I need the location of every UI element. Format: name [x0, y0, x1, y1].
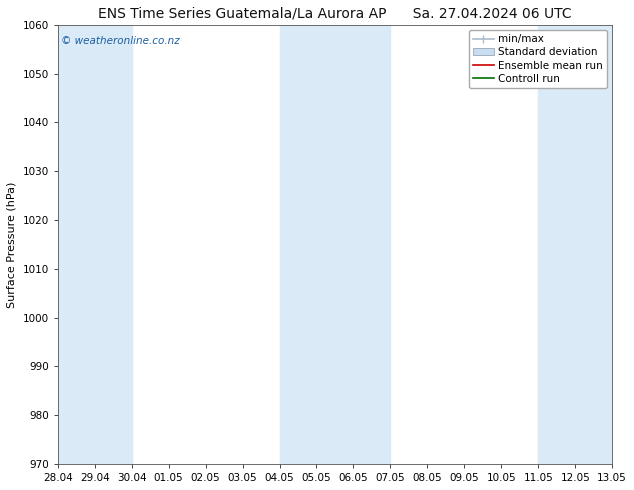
- Text: © weatheronline.co.nz: © weatheronline.co.nz: [61, 36, 179, 46]
- Bar: [280, 25, 391, 464]
- Title: ENS Time Series Guatemala/La Aurora AP      Sa. 27.04.2024 06 UTC: ENS Time Series Guatemala/La Aurora AP S…: [98, 7, 572, 21]
- Bar: [538, 25, 634, 464]
- Legend: min/max, Standard deviation, Ensemble mean run, Controll run: min/max, Standard deviation, Ensemble me…: [469, 30, 607, 88]
- Bar: [58, 25, 132, 464]
- Y-axis label: Surface Pressure (hPa): Surface Pressure (hPa): [7, 181, 17, 308]
